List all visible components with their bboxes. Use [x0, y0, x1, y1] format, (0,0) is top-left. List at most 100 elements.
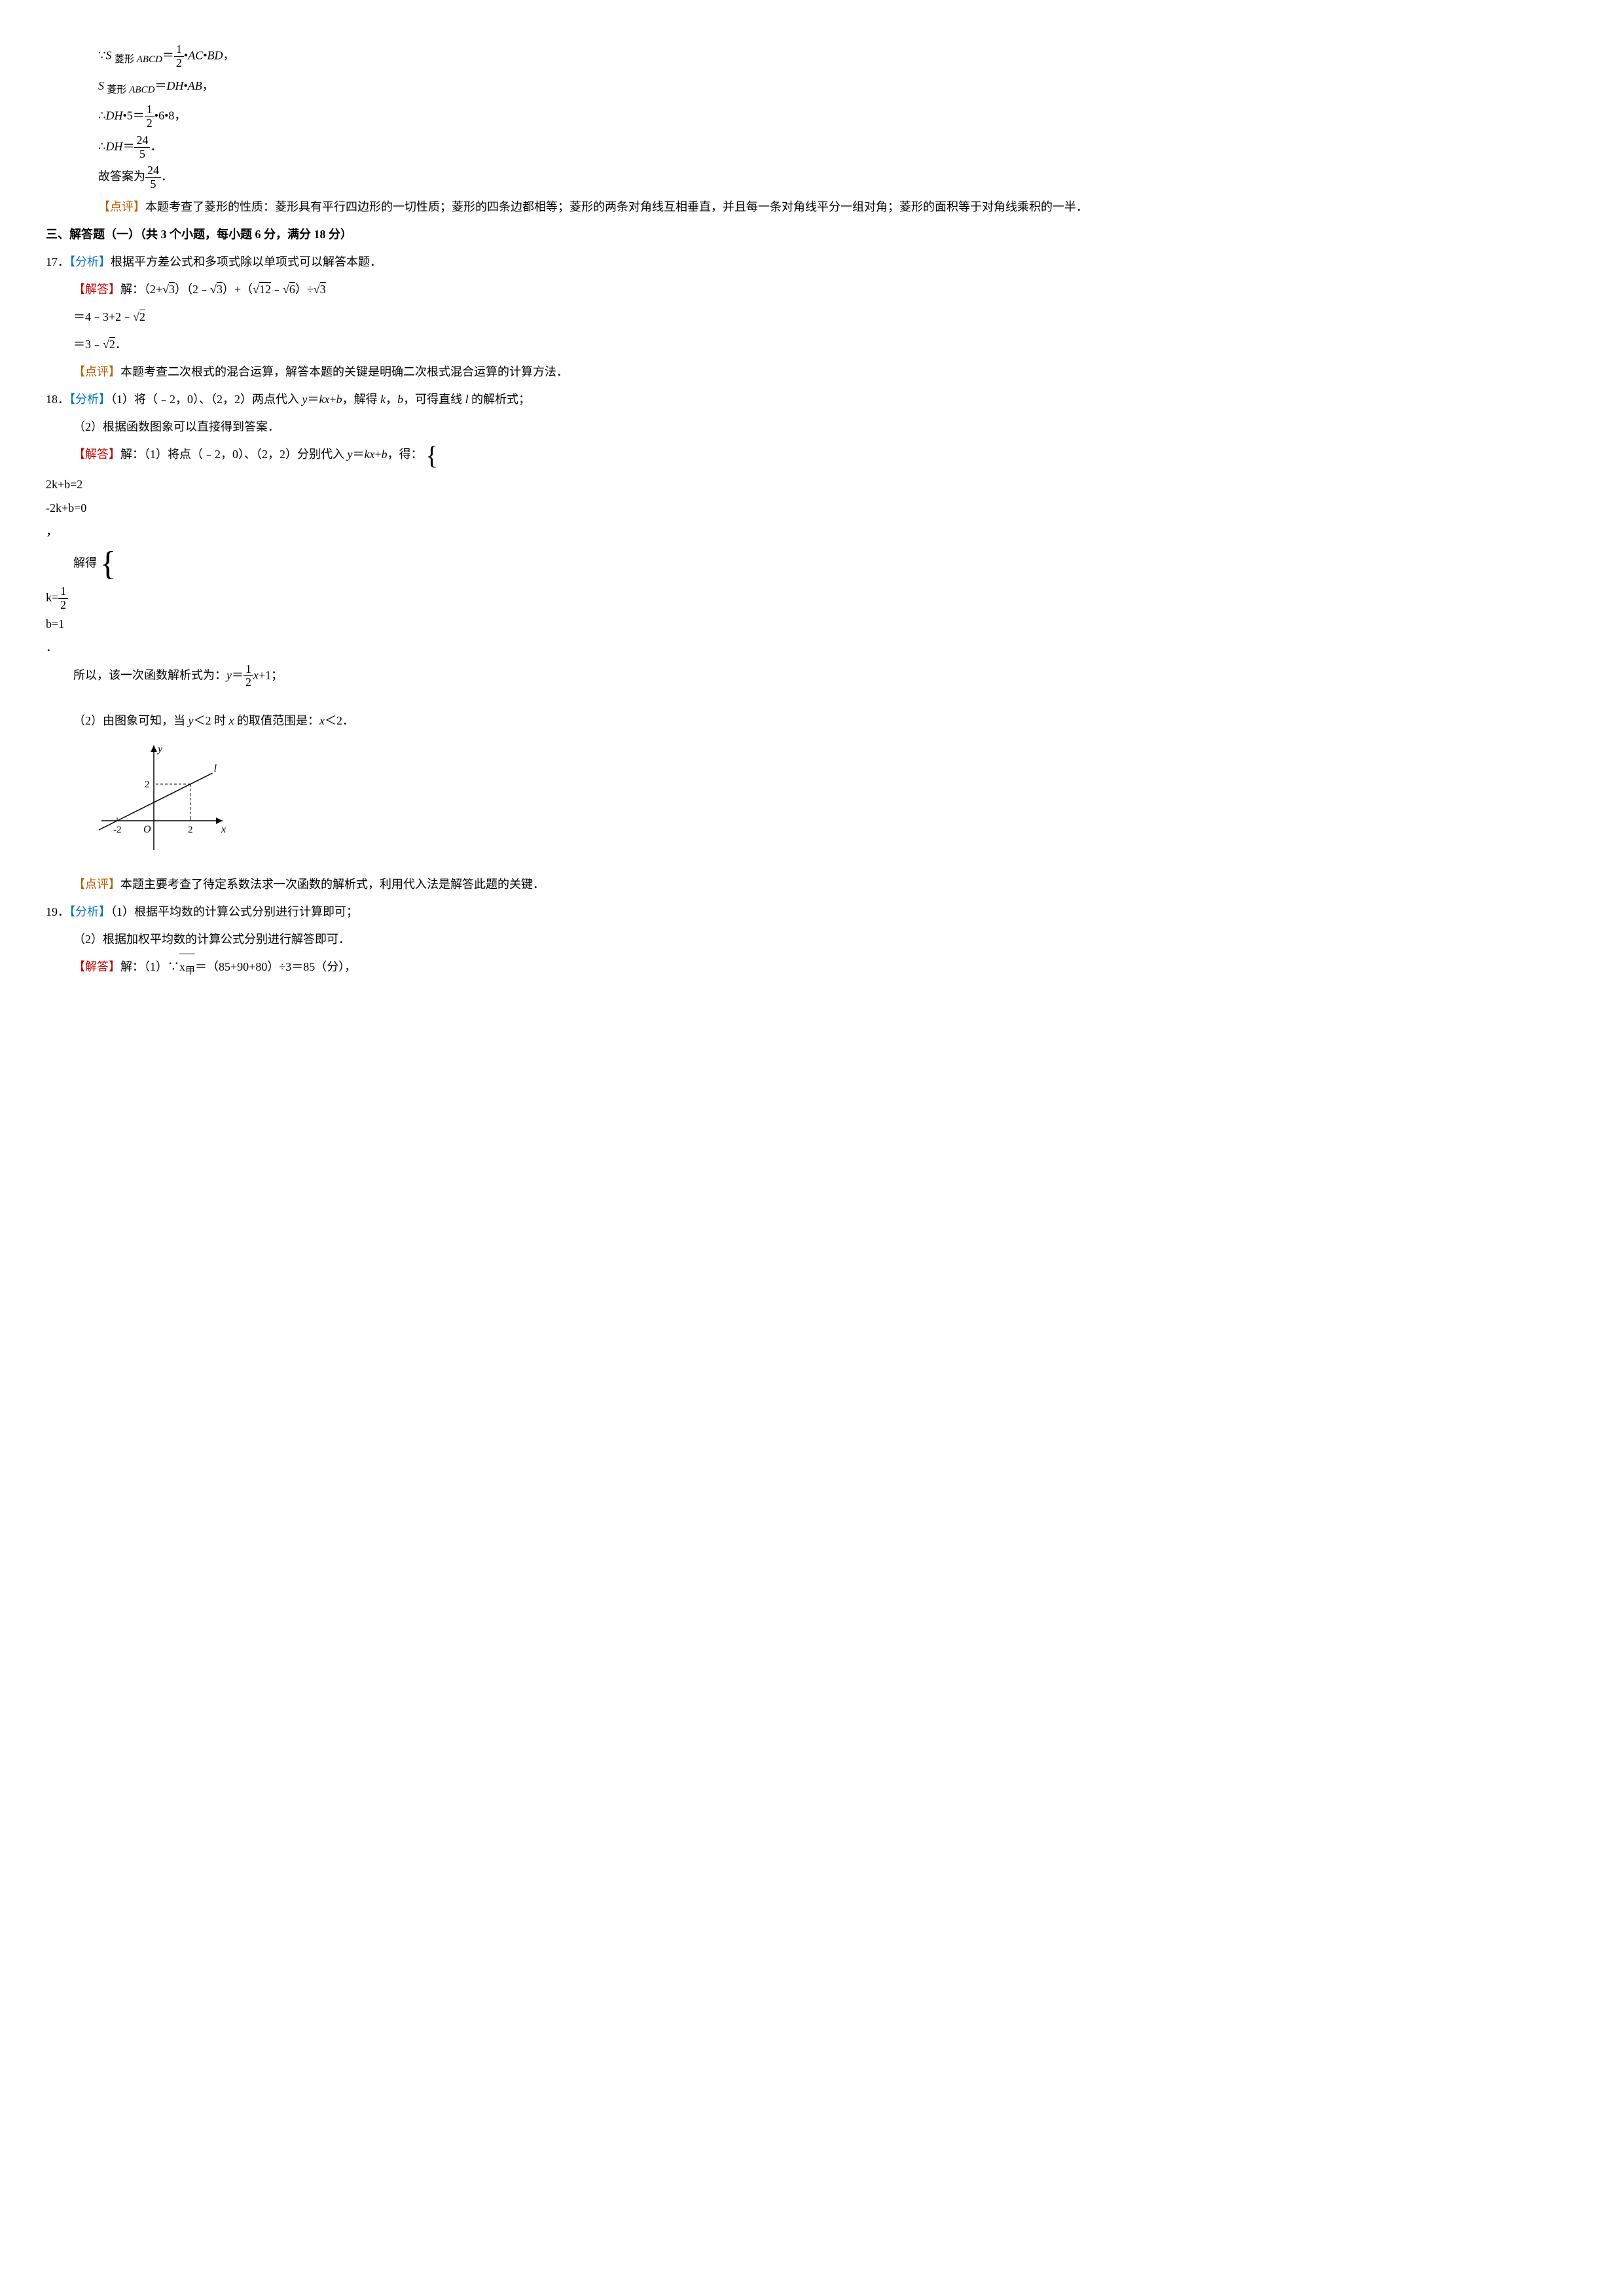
var-x: x [253, 668, 259, 681]
ac: AC [188, 48, 203, 62]
p16-comment: 【点评】本题考查了菱形的性质：菱形具有平行四边形的一切性质；菱形的四条边都相等；… [46, 195, 1578, 219]
comment-text: 本题考查二次根式的混合运算，解答本题的关键是明确二次根式混合运算的计算方法． [120, 365, 568, 378]
sqrt-icon: √ [133, 310, 139, 323]
text: ＝3﹣ [73, 338, 103, 351]
text: 故答案为 [98, 170, 145, 183]
text: 解：（2+ [120, 283, 162, 296]
comma: ， [223, 48, 235, 62]
text: ＝（85+90+80）÷3＝85（分）， [195, 960, 356, 973]
frac: 245 [134, 134, 150, 161]
analysis-label: 【分析】 [69, 393, 111, 406]
p19-analysis-2: （2）根据加权平均数的计算公式分别进行解答即可． [46, 927, 1578, 951]
sqrt-val: 2 [139, 310, 145, 323]
comma: ， [202, 79, 214, 92]
text: （2）由图象可知，当 [73, 714, 189, 727]
text: （2）根据加权平均数的计算公式分别进行解答即可． [73, 933, 350, 946]
p16-line1: ∵S 菱形 ABCD＝12•AC•BD， [46, 43, 1578, 70]
var-b: b [397, 393, 403, 406]
var-y: y [189, 714, 194, 727]
text: （1）将（﹣2，0）、（2，2）两点代入 [111, 393, 302, 406]
sqrt-val: 3 [169, 283, 175, 296]
p17-solution-line2: ＝4﹣3+2﹣√2 [46, 305, 1578, 329]
frac: 12 [244, 663, 253, 690]
svg-text:-2: -2 [113, 825, 122, 835]
svg-text:2: 2 [188, 825, 193, 835]
sqrt-icon: √ [210, 283, 217, 296]
den: 2 [244, 676, 253, 689]
num: 24 [145, 164, 161, 178]
p18-solution-3: 所以，该一次函数解析式为：y＝12x+1； [46, 663, 1578, 690]
num: 1 [244, 663, 253, 677]
comment-text: 本题考查了菱形的性质：菱形具有平行四边形的一切性质；菱形的四条边都相等；菱形的两… [145, 200, 1088, 213]
text: ，解得 [342, 393, 381, 406]
text: 解：（1）将点（﹣2，0）、（2，2）分别代入 [120, 448, 348, 461]
text: ＜2． [325, 714, 354, 727]
p19-solution-1: 【解答】解：（1）∵x甲＝（85+90+80）÷3＝85（分）， [46, 955, 1578, 981]
sub: 菱形 [115, 54, 134, 65]
p18-solution-2: 解得 { [46, 547, 1578, 581]
p17-solution-line3: ＝3﹣√2． [46, 332, 1578, 356]
ab: AB [188, 79, 202, 92]
comment-label: 【点评】 [73, 365, 120, 378]
var-b: b [336, 393, 342, 406]
sub: 菱形 [107, 84, 127, 95]
sqrt-icon: √ [314, 283, 320, 296]
text: ∵ [98, 48, 105, 62]
p17-solution-line1: 【解答】解：（2+√3）（2﹣√3）+（√12﹣√6）÷√3 [46, 278, 1578, 301]
eq: ＝ [162, 48, 174, 62]
text: （2）根据函数图象可以直接得到答案． [73, 420, 280, 433]
period: ． [115, 338, 127, 351]
sys-row: k=12 [46, 585, 1578, 612]
text: •6•8， [154, 109, 187, 122]
var-x: x [179, 960, 185, 973]
dh: DH [105, 109, 122, 122]
solution-label: 【解答】 [73, 960, 120, 973]
x-bar: x甲 [179, 955, 195, 981]
period: ． [46, 641, 58, 654]
den: 5 [134, 148, 150, 161]
comma: ， [386, 393, 397, 406]
line-graph-svg: yxl-222O [98, 739, 229, 857]
sub: 甲 [185, 966, 195, 977]
num: 1 [58, 585, 68, 599]
eq: ＝ [122, 139, 134, 152]
eq: ＝ [353, 448, 365, 461]
sqrt-val: 3 [217, 283, 223, 296]
period: ． [161, 170, 173, 183]
sqrt-val: 3 [320, 283, 326, 296]
solution-label: 【解答】 [73, 448, 120, 461]
svg-text:y: y [156, 744, 163, 755]
var-s: S [98, 79, 104, 92]
sqrt-icon: √ [103, 338, 109, 351]
p17-analysis: 17．【分析】根据平方差公式和多项式除以单项式可以解答本题． [46, 250, 1578, 274]
eq: ＝ [154, 79, 166, 92]
p18-comment: 【点评】本题主要考查了待定系数法求一次函数的解析式，利用代入法是解答此题的关键． [46, 872, 1578, 896]
num: 1 [145, 103, 154, 117]
frac: 245 [145, 164, 161, 191]
p16-line4: ∴DH＝245． [46, 134, 1578, 161]
frac: 12 [58, 585, 68, 612]
text: ﹣ [271, 283, 283, 296]
sqrt-icon: √ [253, 283, 259, 296]
sub2: ABCD [137, 54, 162, 65]
num: 24 [134, 134, 150, 148]
sqrt-val: 6 [289, 283, 295, 296]
comment-label: 【点评】 [73, 878, 120, 891]
p17-comment: 【点评】本题考查二次根式的混合运算，解答本题的关键是明确二次根式混合运算的计算方… [46, 360, 1578, 384]
sqrt-icon: √ [162, 283, 169, 296]
text: •5＝ [122, 109, 144, 122]
svg-text:l: l [214, 763, 217, 774]
p18-graph: yxl-222O [46, 739, 1578, 857]
analysis-label: 【分析】 [69, 255, 111, 268]
text: 解：（1）∵ [120, 960, 179, 973]
solution-label: 【解答】 [73, 283, 120, 296]
var-s: S [105, 48, 111, 62]
text: 解得 [73, 556, 97, 569]
comment-label: 【点评】 [98, 200, 145, 213]
q-num: 18． [46, 393, 69, 406]
text: ＜2 时 [194, 714, 229, 727]
plus: + [374, 448, 381, 461]
text: ∴ [98, 139, 105, 152]
var-k: k [380, 393, 386, 406]
section3-title: 三、解答题（一）（共 3 个小题，每小题 6 分，满分 18 分） [46, 223, 1578, 246]
